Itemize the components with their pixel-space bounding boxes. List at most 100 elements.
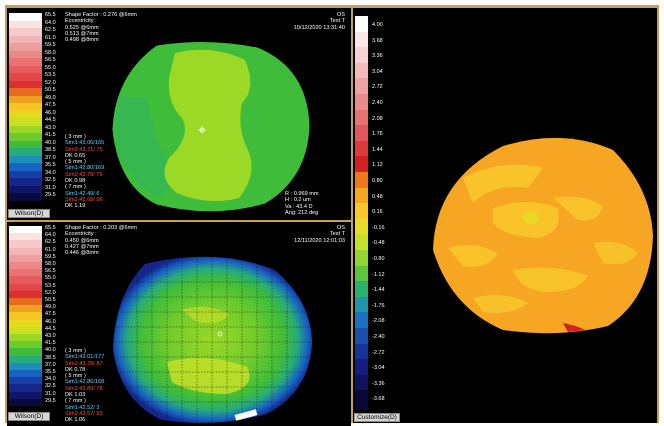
- scale-step: 31.0: [7, 185, 69, 193]
- scale-step: -3.36: [353, 374, 399, 395]
- sim-line: Sim1:42.80/169: [65, 165, 105, 172]
- scale-value: 29.5: [45, 397, 56, 404]
- scale-step: 40.0: [7, 347, 69, 356]
- scale-value: 52.0: [45, 289, 56, 296]
- scale-swatch: [9, 269, 42, 277]
- scale-unit-label-right[interactable]: Customize(D): [354, 413, 400, 422]
- scale-swatch: [9, 377, 42, 385]
- scale-step: 65.5: [7, 225, 69, 234]
- topography-map-bottom[interactable]: [7, 222, 351, 426]
- scale-swatch: [355, 16, 368, 36]
- header-line: 0.513 @7mm: [65, 30, 99, 37]
- scale-value: 44.5: [45, 325, 56, 332]
- header-line: 0.498 @8mm: [65, 37, 99, 44]
- scale-swatch: [9, 362, 42, 371]
- scale-value: 4.00: [372, 22, 383, 28]
- sim-line: DK 0.65: [65, 152, 86, 159]
- scale-step: 49.0: [7, 304, 69, 313]
- sim-line: Sim1:43.01/177: [65, 354, 105, 361]
- cursor-line: Va : 43.4 D: [285, 203, 313, 210]
- scale-step: -2.08: [353, 312, 399, 332]
- scale-swatch: [9, 125, 42, 133]
- scale-swatch: [9, 290, 42, 299]
- scale-swatch: [9, 155, 42, 163]
- topography-map-top[interactable]: [7, 8, 351, 220]
- scale-value: 50.5: [45, 297, 56, 303]
- scale-unit-label-top[interactable]: Wilson(D): [8, 209, 50, 218]
- cursor-line: H : 0.2 um: [285, 197, 311, 204]
- scale-value: 50.5: [45, 87, 56, 93]
- scale-swatch: [9, 50, 42, 58]
- scale-swatch: [9, 247, 42, 256]
- scale-value: -3.36: [372, 380, 385, 387]
- scale-step: -2.40: [353, 328, 399, 348]
- scale-step: 47.5: [7, 311, 69, 320]
- scale-swatch: [9, 58, 42, 66]
- scale-value: 1.76: [372, 131, 383, 138]
- sim-line: DK 1.19: [65, 203, 86, 210]
- scale-swatch: [9, 163, 42, 171]
- scale-swatch: [9, 103, 42, 111]
- scale-swatch: [9, 370, 42, 378]
- scale-step: 0.80: [353, 172, 399, 192]
- cursor-readout-top: R : 0.969 mm H : 0.2 um Va : 43.4 D Ang: 21…: [285, 191, 319, 216]
- scale-value: 35.5: [45, 369, 56, 375]
- scale-swatch: [9, 43, 42, 51]
- scale-swatch: [9, 355, 42, 364]
- scale-step: 46.0: [7, 110, 69, 118]
- sim-line: Sim2:43.78/ 87: [65, 360, 103, 367]
- scale-value: 40.0: [45, 139, 56, 146]
- scale-step: 64.0: [7, 232, 69, 241]
- scale-step: 56.5: [7, 57, 69, 66]
- scale-swatch: [355, 359, 368, 379]
- scale-swatch: [355, 172, 368, 192]
- patient-name-top: Test T: [329, 18, 345, 24]
- scale-step: 55.0: [7, 65, 69, 73]
- bottom-map-panel[interactable]: 65.5 64.0 62.5 61.0 59.5 58.0 56.5 55.0 53.5 52.0…: [7, 222, 351, 426]
- scale-value: 46.0: [45, 318, 56, 325]
- scale-value: 41.5: [45, 132, 56, 138]
- difference-topography-map[interactable]: [353, 8, 657, 423]
- scale-swatch: [9, 398, 42, 407]
- panel-divider-vertical: [351, 8, 353, 423]
- scale-value: 3.68: [372, 37, 383, 44]
- scale-swatch: [9, 262, 42, 270]
- scale-swatch: [9, 319, 42, 328]
- scale-step: 41.5: [7, 132, 69, 141]
- scale-swatch: [355, 250, 368, 270]
- scale-value: 56.5: [45, 268, 56, 275]
- scale-value: 49.0: [45, 94, 56, 101]
- scale-unit-label-bottom[interactable]: Wilson(D): [8, 412, 50, 421]
- scale-value: -2.72: [372, 349, 385, 356]
- header-line: Eccentricity :: [65, 18, 97, 25]
- scale-value: 40.0: [45, 347, 56, 354]
- top-map-panel[interactable]: 65.5 64.0 62.5 61.0 59.5 58.0 56.5 55.0 53.5 52.0…: [7, 8, 351, 220]
- scale-step: -1.12: [353, 265, 399, 286]
- scale-value: 34.0: [45, 169, 56, 176]
- scale-step: 44.5: [7, 325, 69, 335]
- cursor-crosshair-bottom: [217, 331, 223, 337]
- scale-step: 52.0: [7, 80, 69, 88]
- scale-step: 1.76: [353, 125, 399, 145]
- scale-step: -2.72: [353, 343, 399, 364]
- scale-swatch: [9, 298, 42, 306]
- scale-value: 0.16: [372, 209, 383, 216]
- scale-swatch: [9, 28, 42, 36]
- scale-value: 31.0: [45, 390, 56, 397]
- scale-step: -3.68: [353, 390, 399, 410]
- scale-value: 59.5: [45, 253, 56, 260]
- scale-swatch: [355, 281, 368, 301]
- scale-step: 34.0: [7, 376, 69, 385]
- scale-value: 43.0: [45, 124, 56, 131]
- scale-swatch: [9, 384, 42, 392]
- scale-swatch: [355, 203, 368, 223]
- scale-step: 61.0: [7, 35, 69, 43]
- scale-value: 62.5: [45, 27, 56, 33]
- scale-swatch: [9, 88, 42, 96]
- scale-step: 32.5: [7, 177, 69, 186]
- eye-label-bottom: OS: [336, 225, 345, 231]
- difference-map-panel[interactable]: 4.00 3.68 3.36 3.04 2.72 2.40 2.08 1.76 1.44 1.12…: [353, 8, 657, 423]
- scale-step: 64.0: [7, 20, 69, 28]
- scale-step: 59.5: [7, 42, 69, 51]
- scale-swatch: [355, 187, 368, 208]
